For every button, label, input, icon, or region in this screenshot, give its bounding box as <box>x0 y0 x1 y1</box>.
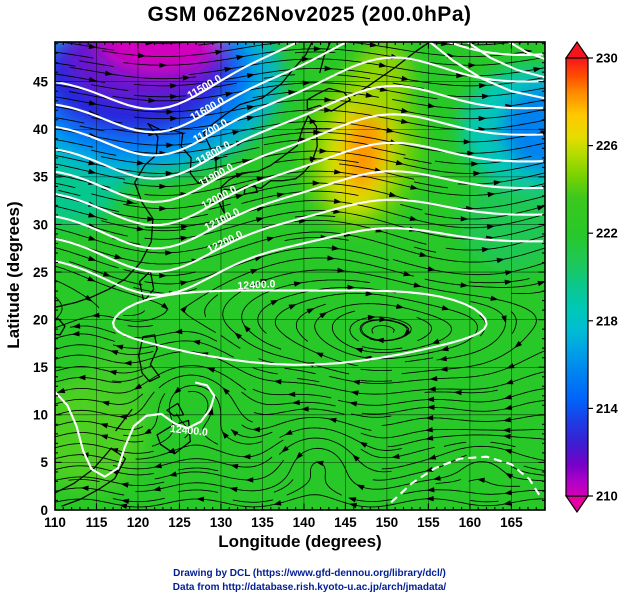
plot-frame <box>54 41 546 511</box>
svg-text:218: 218 <box>596 313 618 328</box>
svg-text:0: 0 <box>40 503 48 518</box>
svg-text:25: 25 <box>33 265 49 280</box>
svg-text:120: 120 <box>127 515 150 530</box>
svg-text:160: 160 <box>459 515 482 530</box>
svg-text:230: 230 <box>596 51 618 66</box>
svg-text:135: 135 <box>251 515 274 530</box>
svg-text:130: 130 <box>210 515 233 530</box>
svg-text:15: 15 <box>33 360 49 375</box>
svg-text:35: 35 <box>33 170 49 185</box>
wind-streamlines <box>55 42 545 509</box>
svg-text:165: 165 <box>500 515 523 530</box>
svg-text:5: 5 <box>40 455 48 470</box>
figure-title: GSM 06Z26Nov2025 (200.0hPa) <box>147 3 472 26</box>
svg-text:115: 115 <box>86 515 108 530</box>
x-tick-labels: 110 115 120 125 130 135 140 145 150 155 160 165 <box>44 515 523 530</box>
svg-text:10: 10 <box>33 408 48 423</box>
svg-text:222: 222 <box>596 226 618 241</box>
svg-text:145: 145 <box>334 515 357 530</box>
svg-text:20: 20 <box>33 312 48 327</box>
svg-text:12400.0: 12400.0 <box>169 423 208 439</box>
credit-line-1: Drawing by DCL (https://www.gfd-dennou.o… <box>173 568 446 579</box>
svg-text:214: 214 <box>596 401 618 416</box>
svg-text:140: 140 <box>293 515 316 530</box>
svg-text:150: 150 <box>376 515 399 530</box>
svg-text:210: 210 <box>596 489 618 504</box>
colorbar: 230 226 222 218 214 210 <box>564 40 618 514</box>
axis-ticks <box>54 42 546 511</box>
height-contours <box>55 42 545 504</box>
y-axis-title: Latitude (degrees) <box>4 201 23 349</box>
svg-text:155: 155 <box>417 515 440 530</box>
grid-lines <box>55 42 545 510</box>
y-tick-labels: 0 5 10 15 20 25 30 35 40 45 <box>33 74 49 517</box>
svg-text:12400.0: 12400.0 <box>237 278 276 292</box>
x-axis-title: Longitude (degrees) <box>218 532 382 551</box>
svg-text:110: 110 <box>44 515 66 530</box>
svg-text:125: 125 <box>168 515 191 530</box>
svg-text:226: 226 <box>596 138 618 153</box>
svg-text:30: 30 <box>33 217 48 232</box>
svg-text:45: 45 <box>33 74 49 89</box>
svg-text:40: 40 <box>33 122 48 137</box>
credit-line-2: Data from http://database.rish.kyoto-u.a… <box>172 582 447 593</box>
